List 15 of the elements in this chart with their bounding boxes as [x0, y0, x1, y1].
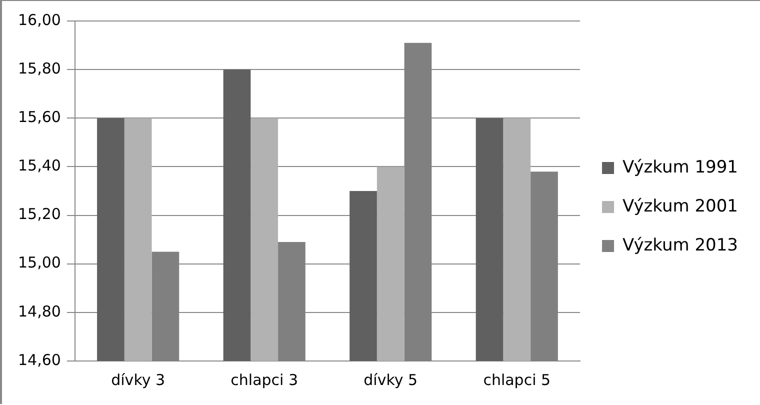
- y-tick-label: 15,60: [18, 108, 61, 126]
- legend-label: Výzkum 1991: [622, 157, 738, 178]
- x-tick-label: chlapci 5: [483, 370, 551, 389]
- y-tick-label: 16,00: [18, 10, 61, 29]
- legend-label: Výzkum 2013: [622, 235, 738, 256]
- y-tick-label: 15,00: [18, 254, 61, 272]
- legend-label: Výzkum 2001: [622, 196, 738, 216]
- y-tick-label: 14,60: [18, 350, 61, 369]
- x-tick-label: dívky 3: [111, 370, 166, 389]
- y-tick-label: 15,20: [18, 205, 61, 224]
- y-tick-label: 15,80: [18, 59, 61, 78]
- y-tick-label: 14,80: [18, 302, 61, 320]
- y-tick-label: 15,40: [18, 156, 61, 175]
- x-tick-label: chlapci 3: [230, 370, 298, 389]
- x-tick-label: dívky 5: [364, 370, 418, 389]
